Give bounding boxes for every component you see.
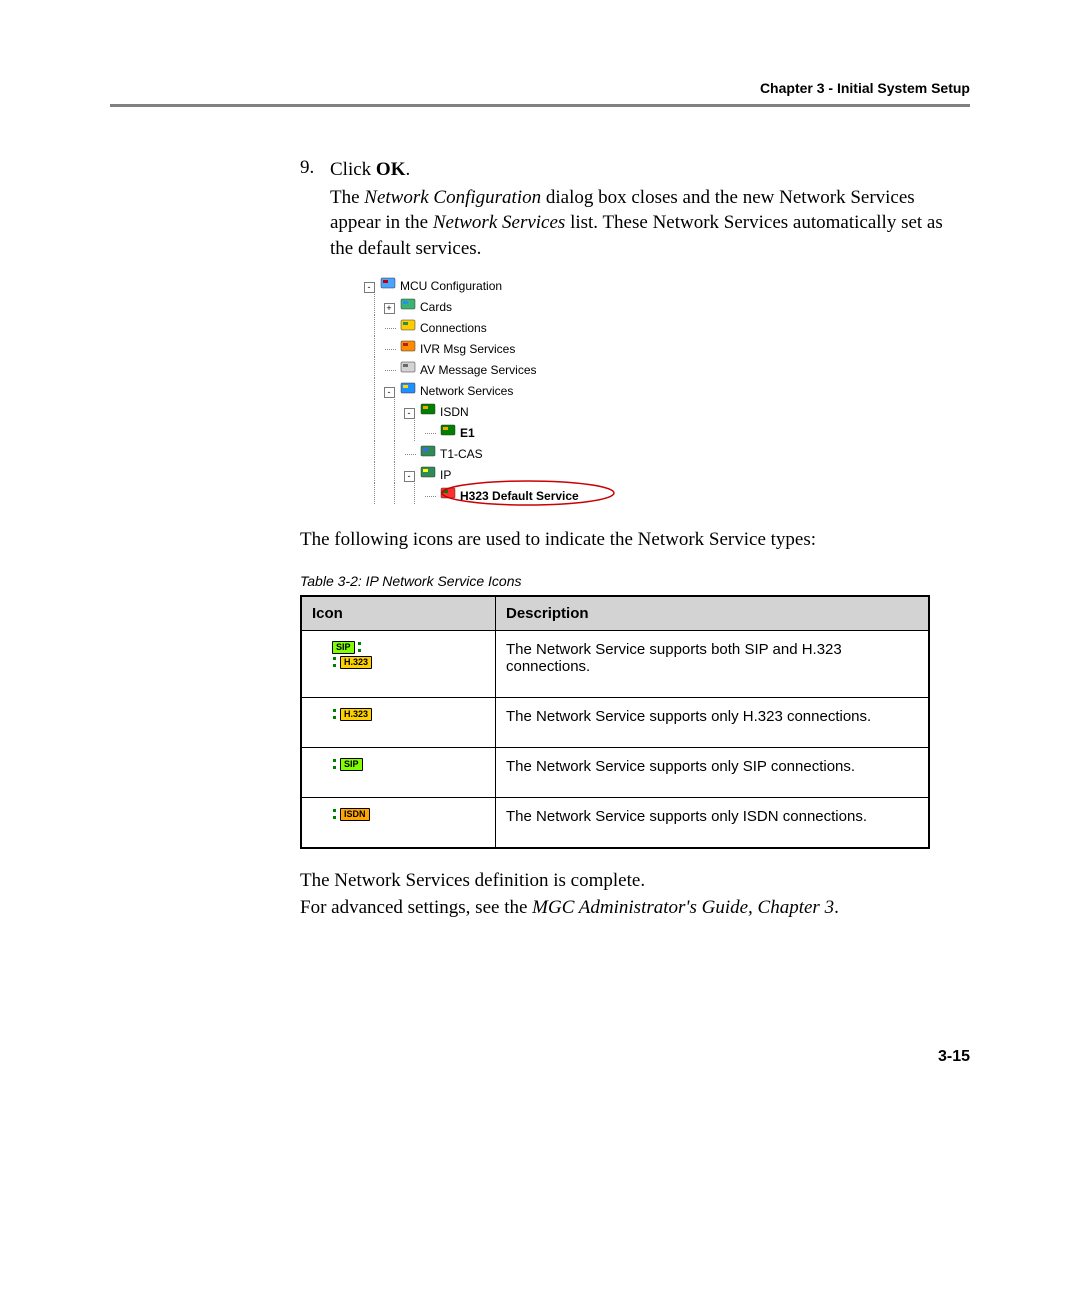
step-line1-c: .	[405, 159, 410, 180]
tree-expander	[380, 360, 400, 380]
description-cell: The Network Service supports only H.323 …	[496, 697, 930, 747]
tree-expander: +	[380, 297, 400, 317]
after-table-p2c: .	[834, 897, 839, 918]
tree-row: -ISDN	[360, 402, 970, 423]
tree-node-icon	[420, 402, 436, 422]
step-9: 9. Click OK. The Network Configuration d…	[300, 157, 970, 525]
chapter-header: Chapter 3 - Initial System Setup	[110, 80, 970, 96]
icon-cell: ISDN	[301, 797, 496, 848]
tree-node-label: Cards	[420, 297, 452, 317]
table-row: H.323 The Network Service supports only H…	[301, 697, 929, 747]
tree-screenshot: -MCU Configuration+ CardsConnectionsIVR M…	[360, 276, 970, 507]
tree-row: -Network Services	[360, 381, 970, 402]
table-caption: Table 3-2: IP Network Service Icons	[300, 573, 970, 589]
sip-h323-icon: SIPH.323	[332, 641, 487, 669]
tree-row: IVR Msg Services	[360, 339, 970, 360]
tree-node-label: ISDN	[440, 402, 469, 422]
table-row: ISDN The Network Service supports only IS…	[301, 797, 929, 848]
icon-cell: SIPH.323	[301, 630, 496, 697]
tree-indent	[360, 483, 380, 510]
tree-row: T1-CAS	[360, 444, 970, 465]
table-header-row: Icon Description	[301, 596, 929, 631]
tree-node-icon	[400, 318, 416, 338]
tree-indent	[400, 483, 420, 510]
tree-node-label: IVR Msg Services	[420, 339, 515, 359]
page-number: 3-15	[938, 1048, 970, 1066]
tree-view: -MCU Configuration+ CardsConnectionsIVR M…	[360, 276, 970, 507]
table-row: SIP The Network Service supports only SIP…	[301, 747, 929, 797]
tree-expander	[380, 318, 400, 338]
after-image-paragraph: The following icons are used to indicate…	[300, 529, 970, 551]
tree-node-icon	[400, 297, 416, 317]
tree-row: -MCU Configuration	[360, 276, 970, 297]
tree-row: + Cards	[360, 297, 970, 318]
italic-network-configuration: Network Configuration	[364, 187, 541, 208]
tree-row: E1	[360, 423, 970, 444]
header-rule	[110, 104, 970, 107]
isdn-icon: ISDN	[332, 808, 487, 821]
h323-icon: H.323	[332, 708, 487, 721]
italic-network-services: Network Services	[433, 212, 565, 233]
step-line1-a: Click	[330, 159, 376, 180]
tree-node-label: H323 Default Service	[460, 489, 579, 503]
description-cell: The Network Service supports only SIP co…	[496, 747, 930, 797]
col-description: Description	[496, 596, 930, 631]
tree-node-label: MCU Configuration	[400, 276, 502, 296]
icon-cell: H.323	[301, 697, 496, 747]
content-block: 9. Click OK. The Network Configuration d…	[300, 157, 970, 922]
tree-expander	[420, 423, 440, 443]
tree-node-icon	[400, 360, 416, 380]
tree-row: AV Message Services	[360, 360, 970, 381]
tree-indent	[400, 420, 420, 447]
tree-node-label: Connections	[420, 318, 487, 338]
tree-node-label: T1-CAS	[440, 444, 483, 464]
step-body: Click OK. The Network Configuration dial…	[330, 157, 970, 525]
table-row: SIPH.323 The Network Service supports bot…	[301, 630, 929, 697]
step-line1-ok: OK	[376, 159, 406, 180]
sip-icon: SIP	[332, 758, 487, 771]
after-table-p2b: MGC Administrator's Guide, Chapter 3	[532, 897, 834, 918]
tree-node-icon	[440, 486, 456, 506]
tree-expander	[420, 486, 440, 506]
tree-row: H323 Default Service	[360, 486, 970, 507]
tree-node-icon	[400, 381, 416, 401]
description-cell: The Network Service supports both SIP an…	[496, 630, 930, 697]
tree-indent	[380, 483, 400, 510]
col-icon: Icon	[301, 596, 496, 631]
step-line2: The Network Configuration dialog box clo…	[330, 185, 970, 262]
icon-cell: SIP	[301, 747, 496, 797]
tree-node-icon	[400, 339, 416, 359]
tree-node-icon	[380, 276, 396, 296]
tree-node-icon	[420, 465, 436, 485]
tree-node-label: Network Services	[420, 381, 513, 401]
icon-table: Icon Description SIPH.323The Network Ser…	[300, 595, 930, 849]
tree-node-icon	[420, 444, 436, 464]
tree-expander	[400, 444, 420, 464]
after-table-p1: The Network Services definition is compl…	[300, 867, 970, 895]
step-number: 9.	[300, 157, 330, 525]
after-table-block: The Network Services definition is compl…	[300, 867, 970, 922]
tree-node-label: IP	[440, 465, 451, 485]
page: Chapter 3 - Initial System Setup 9. Clic…	[0, 0, 1080, 1146]
tree-row: Connections	[360, 318, 970, 339]
after-table-p2a: For advanced settings, see the	[300, 897, 532, 918]
tree-row: -IP	[360, 465, 970, 486]
tree-expander	[380, 339, 400, 359]
tree-node-icon	[440, 423, 456, 443]
tree-node-label: E1	[460, 423, 475, 443]
description-cell: The Network Service supports only ISDN c…	[496, 797, 930, 848]
tree-node-label: AV Message Services	[420, 360, 537, 380]
